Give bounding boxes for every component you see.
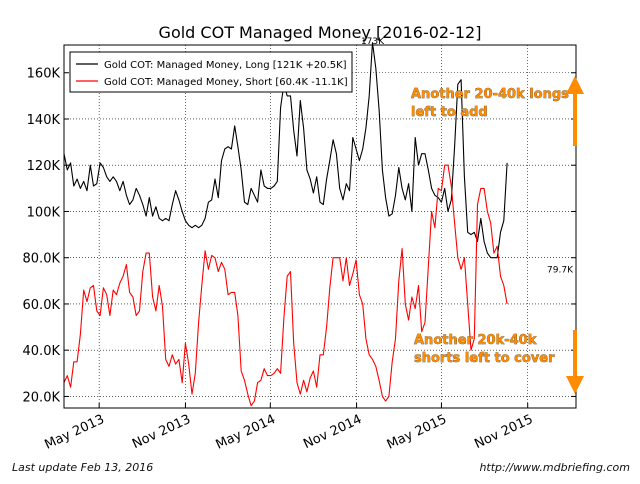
legend-box xyxy=(69,51,353,93)
arrow-shorts-head xyxy=(566,376,584,394)
x-tick-label: Nov 2013 xyxy=(130,412,193,452)
x-tick-label: May 2014 xyxy=(214,412,278,453)
y-tick-label: 160K xyxy=(27,67,61,82)
y-tick-label: 60.0K xyxy=(23,298,61,313)
callout-shorts-line: Another 20k-40k xyxy=(414,333,537,348)
x-tick-label: Nov 2015 xyxy=(472,412,535,452)
last-update-note: Last update Feb 13, 2016 xyxy=(12,461,154,474)
series-line-short xyxy=(63,164,508,407)
y-tick-label: 100K xyxy=(27,205,61,220)
y-tick-label: 40.0K xyxy=(23,344,61,359)
source-url: http://www.mdbriefing.com xyxy=(479,461,630,474)
arrow-longs-head xyxy=(566,76,584,94)
y-tick-label: 120K xyxy=(27,159,61,174)
x-tick-label: May 2013 xyxy=(42,412,106,453)
y-tick-label: 80.0K xyxy=(23,252,61,267)
long-end-label: 79.7K xyxy=(547,265,574,275)
y-tick-label: 20.0K xyxy=(23,390,61,405)
plot-frame xyxy=(63,44,577,409)
callout-shorts-line: shorts left to cover xyxy=(414,351,555,366)
y-tick-label: 140K xyxy=(27,113,61,128)
callout-longs-line: Another 20-40k longs xyxy=(411,87,569,102)
callout-longs-line: left to add xyxy=(411,105,488,120)
legend-label: Gold COT: Managed Money, Short [60.4K -1… xyxy=(104,77,348,88)
x-tick-label: May 2015 xyxy=(385,412,449,453)
peak-label: 173K xyxy=(361,37,385,47)
x-tick-label: Nov 2014 xyxy=(301,412,364,452)
chart-title: Gold COT Managed Money [2016-02-12] xyxy=(159,23,482,42)
legend-label: Gold COT: Managed Money, Long [121K +20.… xyxy=(104,60,347,71)
